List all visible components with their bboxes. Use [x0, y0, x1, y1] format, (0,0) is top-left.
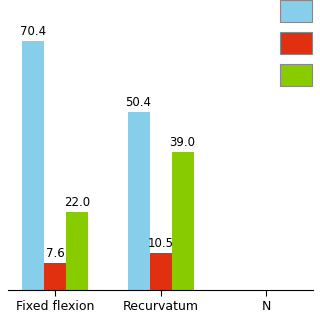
Bar — [127, 112, 149, 290]
Text: 70.4: 70.4 — [20, 25, 46, 38]
Bar — [22, 41, 44, 290]
Bar — [44, 263, 66, 290]
Text: 7.6: 7.6 — [45, 247, 64, 260]
Bar — [66, 212, 88, 290]
Text: 39.0: 39.0 — [170, 136, 196, 149]
Text: 10.5: 10.5 — [148, 237, 173, 250]
Text: 22.0: 22.0 — [64, 196, 90, 209]
Bar — [172, 152, 194, 290]
Text: 50.4: 50.4 — [125, 96, 151, 109]
Bar — [149, 252, 172, 290]
